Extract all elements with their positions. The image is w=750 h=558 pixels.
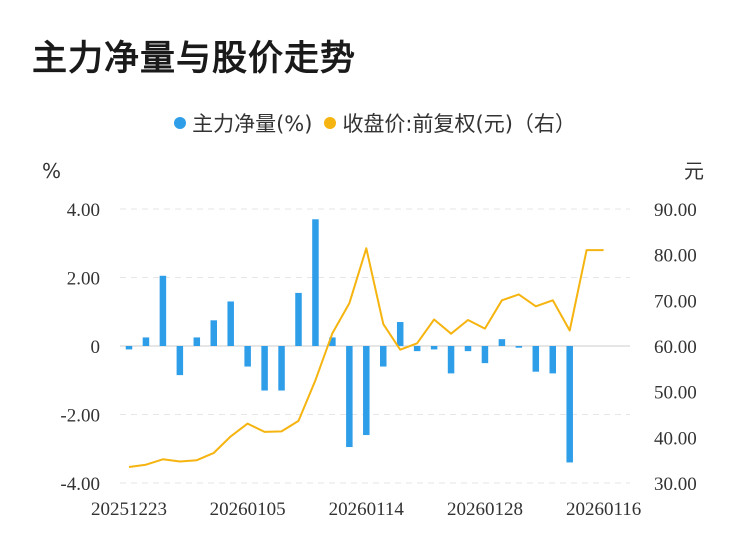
net-bar [142, 337, 150, 346]
net-bar [549, 346, 556, 374]
y-right-tick-label: 80.00 [654, 246, 697, 267]
net-bar [193, 337, 201, 346]
net-bar [312, 219, 319, 346]
x-tick-label: 20260114 [329, 499, 405, 520]
y-left-tick-label: 0 [91, 337, 101, 358]
chart-title: 主力净量与股价走势 [32, 39, 357, 79]
net-bar [261, 346, 268, 391]
x-tick-label: 20260128 [447, 499, 523, 520]
legend-net-label: 主力净量(%) [192, 112, 313, 136]
net-bar [396, 322, 404, 346]
net-bar [515, 346, 523, 348]
y-left-tick-label: -4.00 [60, 474, 100, 495]
net-bar [176, 346, 184, 376]
net-bar [498, 339, 506, 346]
y-left-unit-label: % [42, 159, 61, 183]
legend-item-price[interactable]: 收盘价:前复权(元)（右） [324, 108, 576, 138]
y-right-tick-label: 90.00 [654, 200, 697, 221]
legend-item-net[interactable]: 主力净量(%) [174, 108, 312, 138]
net-bar [210, 320, 217, 346]
net-bar [363, 346, 370, 436]
grid-lines [120, 208, 630, 484]
x-tick-label: 20251223 [91, 499, 167, 520]
net-bar [481, 346, 489, 364]
net-bar [159, 275, 167, 346]
y-left-tick-label: 4.00 [67, 200, 100, 221]
bar-series [125, 219, 573, 463]
net-bar [532, 346, 540, 372]
legend-price-dot-icon [324, 117, 337, 129]
x-tick-label: 20260105 [210, 499, 286, 520]
y-left-tick-label: -2.00 [60, 406, 100, 427]
net-bar [295, 292, 302, 346]
y-right-tick-label: 50.00 [654, 383, 697, 404]
x-tick-label: 20260116 [566, 499, 641, 520]
net-bar [464, 346, 472, 352]
net-bar [380, 346, 387, 367]
legend: 主力净量(%) 收盘价:前复权(元)（右） [0, 108, 750, 138]
y-right-unit-label: 元 [684, 159, 704, 183]
y-right-tick-label: 40.00 [654, 428, 697, 449]
y-right-tick-label: 60.00 [654, 337, 697, 358]
y-left-tick-label: 2.00 [67, 269, 100, 290]
net-bar [278, 346, 285, 391]
legend-price-label: 收盘价:前复权(元)（右） [342, 112, 576, 136]
net-bar [227, 301, 234, 346]
net-bar [346, 346, 353, 448]
axis-labels: 4.00 2.00 0 -2.00 -4.00 90.00 80.00 70.00 60.00 5… [60, 200, 696, 520]
net-bar [329, 337, 336, 346]
net-bar [244, 346, 251, 367]
net-bar [413, 346, 421, 352]
y-right-tick-label: 70.00 [654, 291, 697, 312]
net-bar [125, 346, 133, 350]
y-right-tick-label: 30.00 [654, 474, 697, 495]
price-line [128, 247, 604, 468]
net-bar [566, 346, 573, 463]
net-bar [430, 346, 438, 350]
line-series [128, 247, 604, 468]
net-bar [447, 346, 455, 374]
legend-net-dot-icon [174, 117, 187, 129]
